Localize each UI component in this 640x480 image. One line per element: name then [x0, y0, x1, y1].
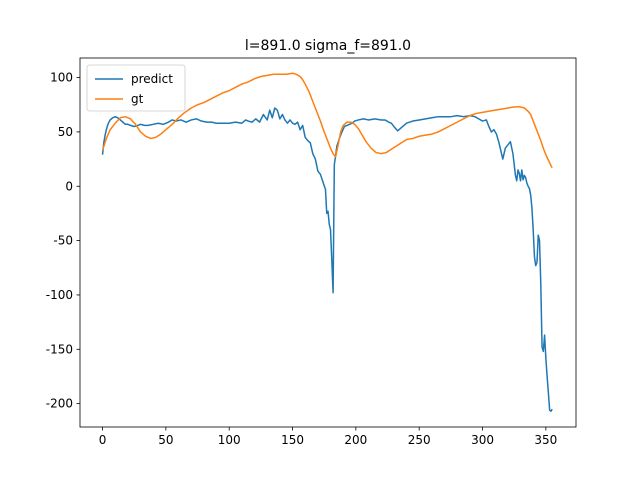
- y-tick-label: -100: [46, 288, 73, 302]
- legend-label-predict: predict: [131, 72, 173, 86]
- chart-title: l=891.0 sigma_f=891.0: [245, 38, 411, 54]
- x-tick-label: 100: [218, 433, 241, 447]
- legend-label-gt: gt: [131, 92, 144, 106]
- x-tick-label: 50: [158, 433, 173, 447]
- y-tick-label: 100: [50, 71, 73, 85]
- y-tick-label: 0: [65, 179, 73, 193]
- x-tick-label: 250: [408, 433, 431, 447]
- y-tick-label: 50: [58, 125, 73, 139]
- y-tick-label: -50: [53, 234, 73, 248]
- x-tick-label: 150: [281, 433, 304, 447]
- axes-layer: 0 50 100 150 200 250 300 350 -200 -150 -100 -50 0 50 1…: [46, 57, 577, 447]
- x-tick-label: 200: [344, 433, 367, 447]
- series-layer: [101, 72, 553, 412]
- plot-frame: [79, 57, 577, 428]
- x-tick-label: 350: [534, 433, 557, 447]
- legend: predict gt: [86, 64, 186, 112]
- x-tick-label: 0: [99, 433, 107, 447]
- series-line-gt: [101, 72, 553, 169]
- x-tick-label: 300: [471, 433, 494, 447]
- y-tick-label: -200: [46, 397, 73, 411]
- y-tick-label: -150: [46, 342, 73, 356]
